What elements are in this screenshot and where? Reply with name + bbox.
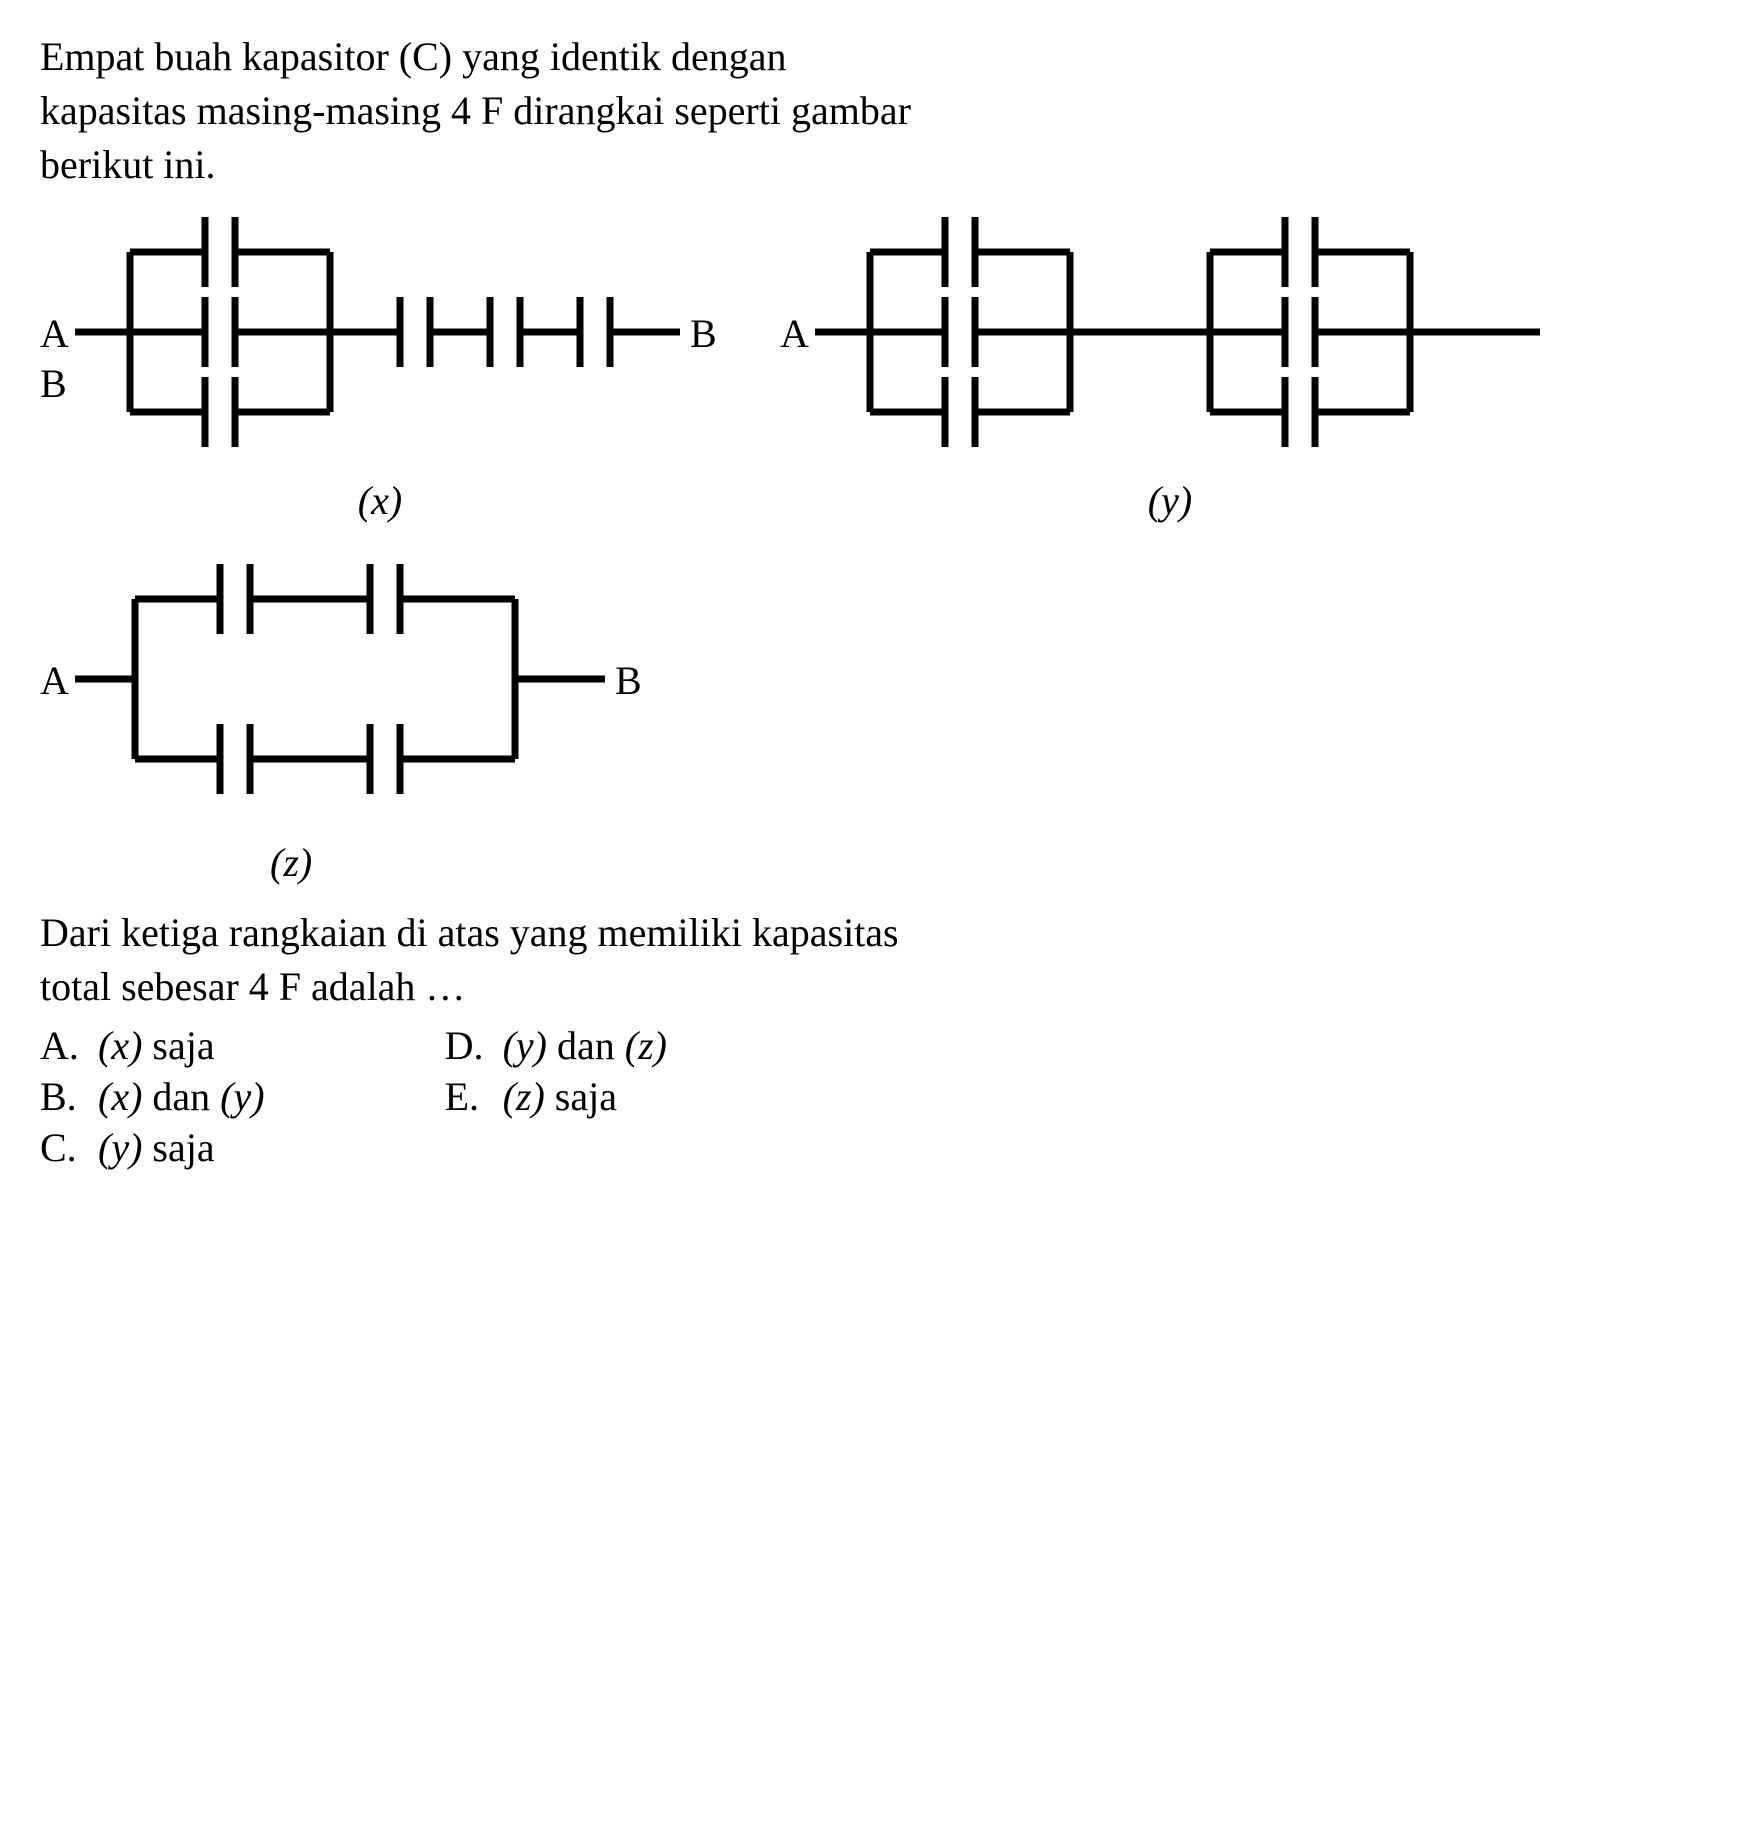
circuit-z-label: (z)	[270, 839, 312, 886]
q-line3: berikut ini.	[40, 142, 216, 187]
option-C-letter: C.	[40, 1124, 80, 1171]
option-E-letter: E.	[445, 1073, 485, 1120]
circuit-y-label: (y)	[1148, 477, 1192, 524]
option-A: A. (x) saja	[40, 1022, 265, 1069]
fu-line2: total sebesar 4 F adalah …	[40, 964, 465, 1009]
followup-text: Dari ketiga rangkaian di atas yang memil…	[40, 906, 1714, 1014]
option-C: C. (y) saja	[40, 1124, 265, 1171]
option-D-text: (y) dan (z)	[503, 1022, 667, 1069]
option-B-text: (x) dan (y)	[98, 1073, 265, 1120]
circuit-x-svg: A B B	[40, 202, 720, 462]
options-col-right: D. (y) dan (z) E. (z) saja	[445, 1022, 667, 1171]
circuit-y-svg: A	[780, 202, 1560, 462]
option-D-letter: D.	[445, 1022, 485, 1069]
q-line1: Empat buah kapasitor (C) yang identik de…	[40, 34, 786, 79]
node-A: A	[40, 311, 69, 356]
option-E: E. (z) saja	[445, 1073, 667, 1120]
fu-line1: Dari ketiga rangkaian di atas yang memil…	[40, 910, 899, 955]
circuit-x: A B B	[40, 202, 720, 524]
option-C-text: (y) saja	[98, 1124, 215, 1171]
q-line2: kapasitas masing-masing 4 F dirangkai se…	[40, 88, 911, 133]
circuit-x-label: (x)	[358, 477, 402, 524]
node-B: B	[690, 311, 717, 356]
option-B: B. (x) dan (y)	[40, 1073, 265, 1120]
node-B-z: B	[615, 658, 642, 703]
circuit-y: A	[780, 202, 1560, 524]
option-D: D. (y) dan (z)	[445, 1022, 667, 1069]
option-A-letter: A.	[40, 1022, 80, 1069]
node-A-z: A	[40, 658, 69, 703]
circuit-z: A B (z)	[40, 544, 1714, 886]
option-E-text: (z) saja	[503, 1073, 617, 1120]
node-A-y: A	[780, 311, 809, 356]
circuit-z-svg: A B	[40, 544, 660, 824]
circuits-row-1: A B B	[40, 202, 1714, 524]
option-B-letter: B.	[40, 1073, 80, 1120]
question-text: Empat buah kapasitor (C) yang identik de…	[40, 30, 1714, 192]
node-B-extra: B	[40, 361, 67, 406]
options-col-left: A. (x) saja B. (x) dan (y) C. (y) saja	[40, 1022, 265, 1171]
options: A. (x) saja B. (x) dan (y) C. (y) saja D…	[40, 1022, 1714, 1171]
option-A-text: (x) saja	[98, 1022, 215, 1069]
